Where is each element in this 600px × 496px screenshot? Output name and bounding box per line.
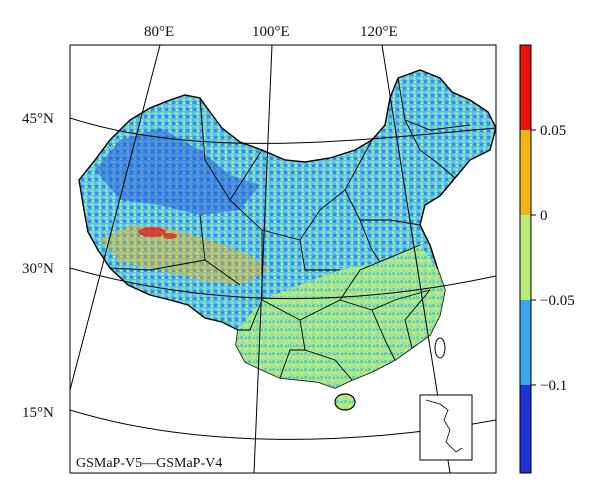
tibet-red-spot: [138, 227, 166, 237]
map-area: [70, 45, 496, 473]
parallel-30: [70, 267, 496, 300]
southeast-region: [236, 245, 445, 388]
lon-label-80: 80°E: [144, 24, 174, 40]
colorbar-class-high: [520, 45, 531, 130]
colorbar-frame: [519, 44, 532, 474]
province-borders: [109, 77, 471, 381]
parallel-45: [70, 117, 496, 144]
difference-caption: GSMaP-V5—GSMaP-V4: [76, 456, 222, 471]
colorbar: 0.05 0 −0.05 −0.1: [519, 44, 575, 474]
northwest-blue-patch: [95, 128, 260, 215]
tibet-warm-band: [100, 225, 270, 285]
lat-label-30: 30°N: [22, 261, 54, 277]
lon-label-120: 120°E: [360, 24, 398, 40]
colorbar-class-neg-small: [520, 215, 531, 300]
colorbar-class-low: [520, 385, 531, 473]
graticule: [70, 45, 496, 473]
inset-coastline: [425, 399, 463, 453]
hainan-island: [334, 393, 356, 411]
lon-label-100: 100°E: [252, 24, 290, 40]
taiwan-island: [434, 337, 446, 359]
meridian-100: [253, 45, 273, 473]
colorbar-tick-0.05: 0.05: [540, 123, 566, 139]
lat-label-45: 45°N: [22, 111, 54, 127]
colorbar-tick-neg0.1: −0.1: [540, 378, 567, 394]
lat-label-15: 15°N: [22, 405, 54, 421]
colorbar-tick-neg0.05: −0.05: [540, 293, 575, 309]
meridian-80: [70, 45, 161, 391]
tibet-red-spot-2: [163, 233, 177, 239]
colorbar-class-neg: [520, 300, 531, 385]
colorbar-tick-0: 0: [540, 208, 548, 224]
south-china-sea-inset: [419, 394, 473, 461]
colorbar-class-pos: [520, 130, 531, 215]
